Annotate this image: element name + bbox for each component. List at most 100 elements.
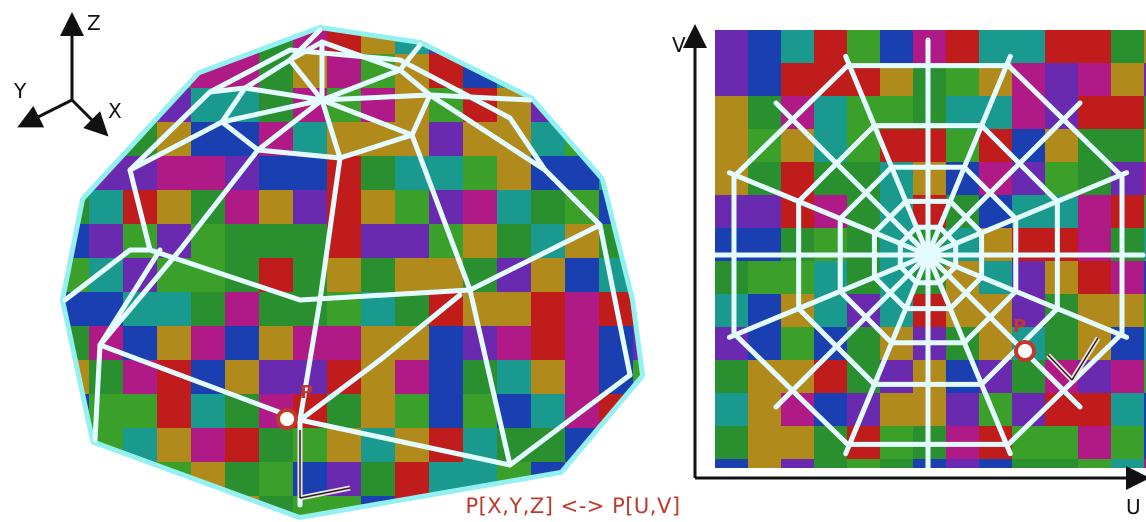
dome-texture-tile bbox=[531, 20, 566, 55]
uv-texture-tile bbox=[781, 327, 815, 361]
uv-texture-tile bbox=[715, 393, 749, 427]
uv-texture-tile bbox=[1111, 426, 1145, 460]
dome-texture-tile bbox=[565, 462, 600, 497]
uv-texture-tile bbox=[1012, 30, 1046, 64]
dome-texture-tile bbox=[633, 122, 668, 157]
dome-texture-tile bbox=[157, 156, 192, 191]
uv-texture-tile bbox=[979, 459, 1013, 493]
uv-texture-tile bbox=[1078, 393, 1112, 427]
point-label-3d: P bbox=[300, 382, 313, 403]
uv-texture-tile bbox=[1045, 162, 1079, 196]
uv-texture-tile bbox=[946, 393, 980, 427]
dome-texture-tile bbox=[259, 156, 294, 191]
dome-texture-tile bbox=[395, 394, 430, 429]
dome-texture-tile bbox=[89, 224, 124, 259]
uv-texture-tile bbox=[1111, 294, 1145, 328]
dome-texture-tile bbox=[633, 462, 668, 497]
dome-texture-tile bbox=[157, 394, 192, 429]
uv-texture-tile bbox=[1045, 63, 1079, 97]
uv-texture-tile bbox=[814, 96, 848, 130]
dome-texture-tile bbox=[225, 326, 260, 361]
uv-texture-tile bbox=[1111, 393, 1145, 427]
dome-texture-tile bbox=[123, 462, 158, 497]
dome-texture-tile bbox=[157, 190, 192, 225]
dome-texture-tile bbox=[157, 428, 192, 463]
uv-texture-tile bbox=[946, 459, 980, 493]
dome-texture-tile bbox=[497, 156, 532, 191]
uv-wireframe bbox=[713, 40, 1143, 470]
dome-texture-tile bbox=[225, 190, 260, 225]
dome-texture-tile bbox=[633, 224, 668, 259]
dome-texture-tile bbox=[225, 292, 260, 327]
dome-texture-tile bbox=[225, 360, 260, 395]
dome-texture-tile bbox=[89, 122, 124, 157]
dome-texture-tile bbox=[463, 394, 498, 429]
dome-texture-tile bbox=[191, 394, 226, 429]
uv-texture-tile bbox=[715, 30, 749, 64]
dome-texture-tile bbox=[361, 224, 396, 259]
dome-texture-tile bbox=[633, 258, 668, 293]
dome-texture-tile bbox=[633, 428, 668, 463]
dome-texture-tile bbox=[463, 156, 498, 191]
uv-texture-tile bbox=[748, 195, 782, 229]
dome-texture-tile bbox=[599, 54, 634, 89]
dome-texture-tile bbox=[565, 292, 600, 327]
uv-texture-tile bbox=[1012, 459, 1046, 493]
uv-texture-tile bbox=[1045, 261, 1079, 295]
dome-texture-tile bbox=[327, 156, 362, 191]
dome-texture-tile bbox=[327, 258, 362, 293]
uv-texture-tile bbox=[748, 63, 782, 97]
dome-texture-tile bbox=[531, 394, 566, 429]
dome-texture-tile bbox=[599, 462, 634, 497]
uv-texture-tile bbox=[1045, 30, 1079, 64]
dome-texture-tile bbox=[633, 156, 668, 191]
dome-texture-tile bbox=[395, 462, 430, 497]
dome-texture-tile bbox=[259, 428, 294, 463]
uv-texture-tile bbox=[748, 426, 782, 460]
dome-texture-tile bbox=[259, 462, 294, 497]
dome-texture-tile bbox=[123, 54, 158, 89]
dome-texture-tile bbox=[361, 360, 396, 395]
dome-texture-tile bbox=[361, 156, 396, 191]
dome-texture-tile bbox=[531, 326, 566, 361]
dome-texture-tile bbox=[531, 292, 566, 327]
dome-texture-tile bbox=[157, 20, 192, 55]
dome-texture-tile bbox=[361, 190, 396, 225]
uv-texture-tile bbox=[781, 426, 815, 460]
uv-texture-tile bbox=[814, 393, 848, 427]
uv-texture-tile bbox=[1012, 426, 1046, 460]
dome-texture-tile bbox=[395, 258, 430, 293]
dome-texture-tile bbox=[599, 88, 634, 123]
dome-texture-tile bbox=[89, 190, 124, 225]
uv-texture-tile bbox=[1078, 30, 1112, 64]
uv-texture-tile bbox=[1012, 96, 1046, 130]
uv-texture-tile bbox=[1111, 129, 1145, 163]
dome-texture-tile bbox=[463, 224, 498, 259]
dome-texture-tile bbox=[633, 292, 668, 327]
dome-texture-tile bbox=[531, 190, 566, 225]
dome-texture-tile bbox=[565, 360, 600, 395]
dome-texture-tile bbox=[55, 122, 90, 157]
dome-texture-tile bbox=[123, 20, 158, 55]
uv-texture-tile bbox=[781, 63, 815, 97]
dome-texture-tile bbox=[259, 326, 294, 361]
dome-texture-tile bbox=[55, 156, 90, 191]
uv-texture-tile bbox=[814, 459, 848, 493]
uv-texture-tile bbox=[781, 30, 815, 64]
dome-texture-tile bbox=[429, 122, 464, 157]
dome-texture-tile bbox=[429, 428, 464, 463]
uv-texture-tile bbox=[1111, 360, 1145, 394]
dome-texture-tile bbox=[429, 156, 464, 191]
uv-texture-tile bbox=[715, 360, 749, 394]
dome-texture-tile bbox=[55, 428, 90, 463]
dome-texture-tile bbox=[157, 292, 192, 327]
dome-texture-tile bbox=[565, 88, 600, 123]
uv-texture-tile bbox=[1111, 63, 1145, 97]
dome-texture-tile bbox=[531, 360, 566, 395]
dome-texture-tile bbox=[361, 462, 396, 497]
dome-texture-tile bbox=[599, 122, 634, 157]
uv-texture-tile bbox=[1045, 459, 1079, 493]
uv-texture-tile bbox=[814, 30, 848, 64]
dome-texture-tile bbox=[429, 326, 464, 361]
